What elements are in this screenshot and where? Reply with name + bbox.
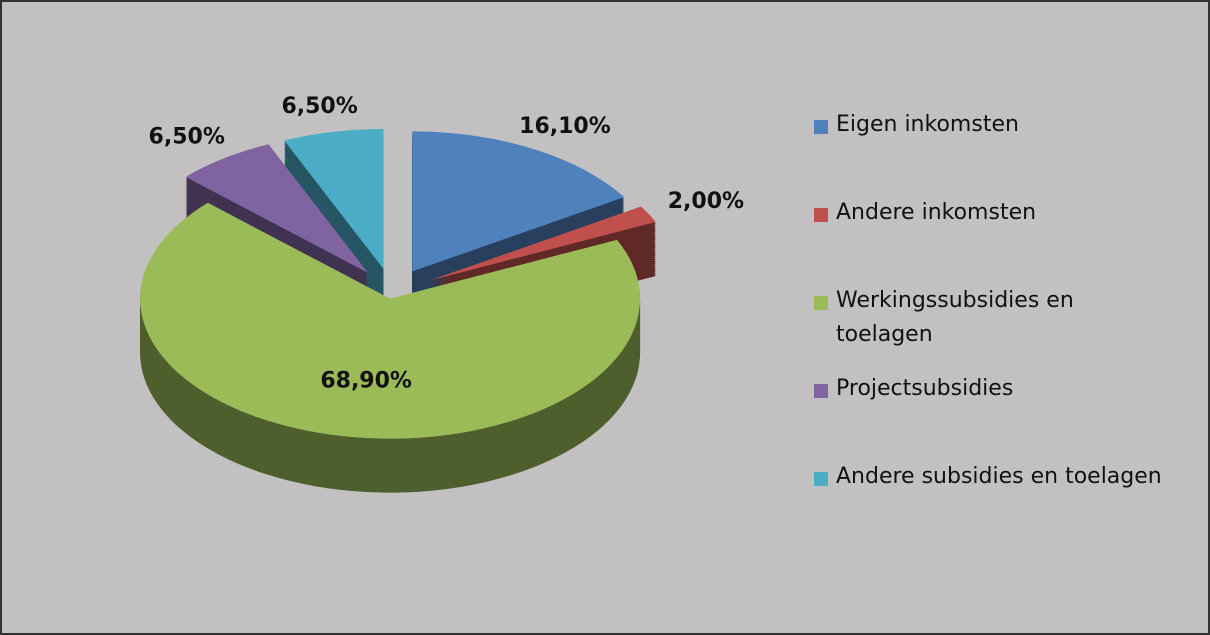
legend-swatch (814, 208, 828, 222)
slice (140, 202, 641, 493)
slice-top (284, 128, 384, 269)
data-label: 2,00% (668, 189, 744, 214)
legend-swatch (814, 472, 828, 486)
legend-label: Andere subsidies en toelagen (836, 464, 1162, 489)
legend-label: Andere inkomsten (836, 200, 1037, 225)
legend: Eigen inkomsten Andere inkomsten Werkingss… (814, 112, 1194, 554)
slice-top (185, 144, 368, 273)
data-label: 16,10% (519, 114, 611, 139)
legend-label: Eigen inkomsten (836, 112, 1019, 137)
legend-label: Projectsubsidies (836, 376, 1014, 401)
legend-item: Andere inkomsten (814, 200, 1194, 290)
slice-top (428, 206, 656, 281)
legend-label: Werkingssubsidies en toelagen (836, 288, 1074, 347)
legend-swatch (814, 120, 828, 134)
legend-swatch (814, 384, 828, 398)
legend-item: Projectsubsidies (814, 376, 1194, 466)
legend-item: Werkingssubsidies en toelagen (814, 288, 1194, 378)
legend-item: Andere subsidies en toelagen (814, 464, 1194, 554)
legend-item: Eigen inkomsten (814, 112, 1194, 202)
legend-swatch (814, 296, 828, 310)
data-label: 68,90% (320, 369, 412, 394)
data-label: 6,50% (149, 125, 225, 150)
slice-top (140, 202, 641, 439)
slice-top (412, 131, 625, 272)
data-label: 6,50% (281, 94, 357, 119)
